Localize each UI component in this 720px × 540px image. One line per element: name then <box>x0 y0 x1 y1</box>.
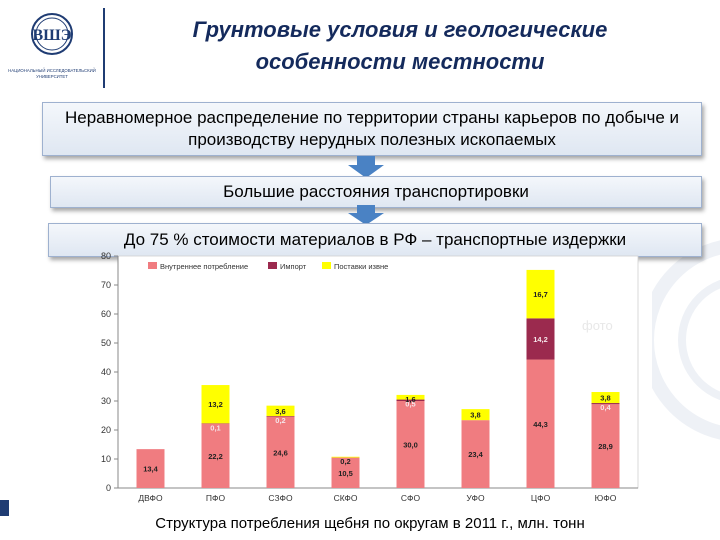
y-tick-label: 80 <box>101 251 111 261</box>
legend-swatch <box>322 262 331 269</box>
logo-text-line1: НАЦИОНАЛЬНЫЙ ИССЛЕДОВАТЕЛЬСКИЙ <box>8 68 96 73</box>
data-label: 44,3 <box>533 420 548 429</box>
y-tick-label: 50 <box>101 338 111 348</box>
data-label: 14,2 <box>533 335 548 344</box>
hse-emblem-icon: ВШЭ НАЦИОНАЛЬНЫЙ ИССЛЕДОВАТЕЛЬСКИЙ УНИВЕ… <box>8 13 96 79</box>
bar-segment <box>266 405 295 417</box>
bar-segment <box>461 409 490 421</box>
page-title-line1: Грунтовые условия и геологические <box>192 17 608 42</box>
data-label: 0,2 <box>340 457 350 466</box>
x-tick-label: СКФО <box>334 493 358 503</box>
flow-box-distribution: Неравномерное распределение по территори… <box>42 102 702 156</box>
x-tick-label: ПФО <box>206 493 226 503</box>
legend-swatch <box>148 262 157 269</box>
bar-segment <box>331 456 360 458</box>
down-arrow-icon <box>348 156 384 178</box>
data-label: 0,2 <box>275 416 285 425</box>
y-tick-label: 30 <box>101 396 111 406</box>
data-label: 16,7 <box>533 290 548 299</box>
bar-segment <box>396 401 425 488</box>
plot-area <box>117 255 639 489</box>
y-tick-label: 20 <box>101 425 111 435</box>
header-divider <box>103 8 105 88</box>
bar-segment <box>526 318 555 360</box>
bar-segment <box>396 394 425 400</box>
y-tick-label: 40 <box>101 367 111 377</box>
data-label: 30,0 <box>403 441 418 450</box>
bar-segment <box>136 449 165 488</box>
x-tick-label: ЮФО <box>595 493 617 503</box>
hse-logo: ВШЭ НАЦИОНАЛЬНЫЙ ИССЛЕДОВАТЕЛЬСКИЙ УНИВЕ… <box>0 0 106 92</box>
legend-swatch <box>268 262 277 269</box>
slide-marker <box>0 500 9 516</box>
legend-label: Импорт <box>280 262 307 271</box>
bar-segment <box>591 404 620 488</box>
y-tick-label: 60 <box>101 309 111 319</box>
svg-text:ВШЭ: ВШЭ <box>32 27 71 44</box>
bar-segment <box>201 423 230 488</box>
data-label: 28,9 <box>598 442 613 451</box>
data-label: 22,2 <box>208 452 223 461</box>
data-label: 1,6 <box>405 395 415 404</box>
legend-label: Поставки извне <box>334 262 388 271</box>
bar-segment <box>461 420 490 488</box>
consumption-chart: 0 10 20 30 40 50 60 70 80 Внутреннее потребление И… <box>82 250 652 520</box>
bar-segment <box>331 457 360 488</box>
bar-segment <box>591 403 620 405</box>
data-label: 0,4 <box>600 403 611 412</box>
data-label: 10,5 <box>338 469 353 478</box>
photo-label: фото <box>582 318 613 333</box>
data-label: 3,8 <box>600 394 610 403</box>
flow-box-distances: Большие расстояния транспортировки <box>50 176 702 208</box>
y-tick-label: 10 <box>101 454 111 464</box>
data-label: 23,4 <box>468 450 483 459</box>
bar-segment <box>266 416 295 488</box>
data-label: 0,5 <box>405 400 415 409</box>
x-tick-label: СЗФО <box>268 493 293 503</box>
bar-segment <box>396 399 425 401</box>
x-tick-label: ДВФО <box>138 493 163 503</box>
page-title-line2: особенности местности <box>255 49 545 74</box>
data-label: 3,6 <box>275 407 285 416</box>
bar-segment <box>201 385 230 424</box>
data-label: 24,6 <box>273 448 288 457</box>
data-label: 13,2 <box>208 400 223 409</box>
data-label: 3,8 <box>470 411 480 420</box>
x-tick-label: УФО <box>466 493 485 503</box>
stacked-bar-chart: 0 10 20 30 40 50 60 70 80 Внутреннее потребление И… <box>101 251 639 503</box>
data-label: 0,1 <box>210 423 220 432</box>
bar-segment <box>526 359 555 488</box>
bar-segment <box>266 415 295 417</box>
decorative-watermark <box>652 210 720 540</box>
x-tick-label: СФО <box>401 493 421 503</box>
logo-text-line2: УНИВЕРСИТЕТ <box>36 74 68 79</box>
x-tick-label: ЦФО <box>531 493 551 503</box>
y-tick-label: 0 <box>106 483 111 493</box>
y-tick-label: 70 <box>101 280 111 290</box>
bar-segment <box>591 392 620 404</box>
bar-segment <box>526 269 555 319</box>
legend-label: Внутреннее потребление <box>160 262 248 271</box>
chart-caption: Структура потребления щебня по округам в… <box>155 515 585 532</box>
data-label: 13,4 <box>143 465 158 474</box>
page-title: Грунтовые условия и геологические особен… <box>130 14 670 78</box>
down-arrow-icon <box>348 205 384 225</box>
